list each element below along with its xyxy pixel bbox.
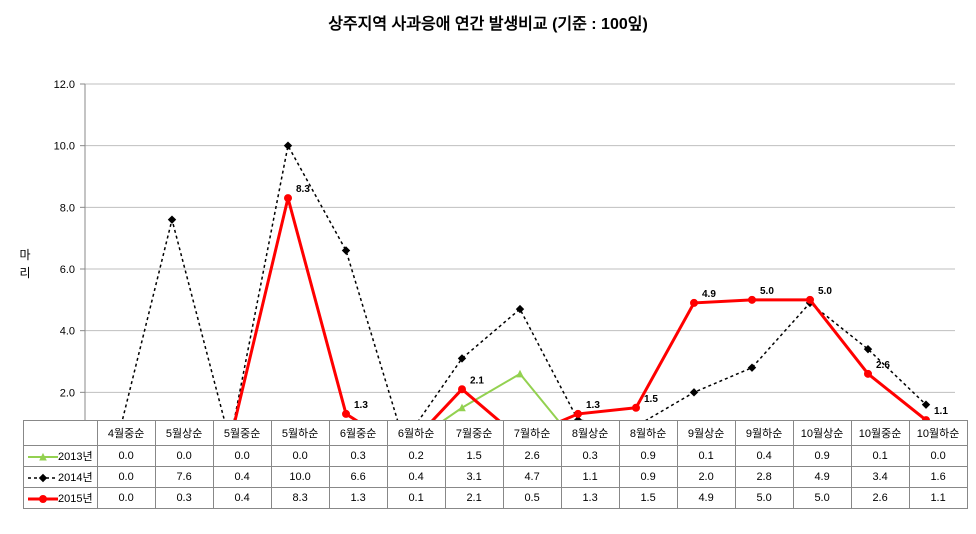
data-cell: 2.1: [445, 488, 503, 509]
data-cell: 0.9: [793, 446, 851, 467]
data-cell: 0.0: [97, 446, 155, 467]
svg-text:8.0: 8.0: [60, 202, 75, 214]
category-header: 6월하순: [387, 421, 445, 446]
chart-data-table: 4월중순5월상순5월중순5월하순6월중순6월하순7월중순7월하순8월상순8월하순…: [23, 420, 968, 509]
category-header: 7월하순: [503, 421, 561, 446]
category-header: 5월하순: [271, 421, 329, 446]
data-cell: 1.5: [619, 488, 677, 509]
data-cell: 0.3: [329, 446, 387, 467]
data-cell: 5.0: [735, 488, 793, 509]
data-cell: 0.3: [561, 446, 619, 467]
series-name-label: 2013년: [58, 451, 93, 463]
data-cell: 5.0: [793, 488, 851, 509]
category-header: 9월상순: [677, 421, 735, 446]
svg-text:1.3: 1.3: [354, 400, 368, 411]
data-cell: 1.1: [561, 467, 619, 488]
data-cell: 0.1: [851, 446, 909, 467]
svg-text:8.3: 8.3: [296, 184, 310, 195]
data-cell: 4.9: [793, 467, 851, 488]
data-cell: 0.9: [619, 467, 677, 488]
data-cell: 0.5: [503, 488, 561, 509]
svg-text:1.1: 1.1: [934, 406, 948, 417]
data-cell: 3.1: [445, 467, 503, 488]
data-cell: 0.4: [735, 446, 793, 467]
data-cell: 0.1: [387, 488, 445, 509]
data-cell: 0.0: [271, 446, 329, 467]
series-name-label: 2015년: [58, 493, 93, 505]
category-header: 7월중순: [445, 421, 503, 446]
data-cell: 0.4: [213, 467, 271, 488]
category-header: 6월중순: [329, 421, 387, 446]
data-cell: 3.4: [851, 467, 909, 488]
data-cell: 0.0: [909, 446, 967, 467]
data-cell: 0.4: [213, 488, 271, 509]
data-cell: 1.6: [909, 467, 967, 488]
series-legend-cell: 2015년: [24, 488, 98, 509]
series-name-label: 2014년: [58, 472, 93, 484]
svg-text:2.6: 2.6: [876, 360, 890, 371]
category-header: 4월중순: [97, 421, 155, 446]
data-cell: 0.0: [97, 467, 155, 488]
data-cell: 0.3: [155, 488, 213, 509]
data-cell: 0.0: [155, 446, 213, 467]
category-header: 10월하순: [909, 421, 967, 446]
data-cell: 0.4: [387, 467, 445, 488]
data-cell: 1.3: [561, 488, 619, 509]
data-cell: 0.2: [387, 446, 445, 467]
data-cell: 1.3: [329, 488, 387, 509]
svg-text:10.0: 10.0: [54, 141, 75, 153]
data-cell: 4.9: [677, 488, 735, 509]
category-header: 8월상순: [561, 421, 619, 446]
series-legend-cell: 2014년: [24, 467, 98, 488]
data-cell: 0.1: [677, 446, 735, 467]
svg-text:6.0: 6.0: [60, 264, 75, 276]
data-cell: 2.0: [677, 467, 735, 488]
data-cell: 0.0: [97, 488, 155, 509]
data-cell: 2.6: [503, 446, 561, 467]
svg-text:4.9: 4.9: [702, 289, 716, 300]
svg-text:2.1: 2.1: [470, 375, 484, 386]
data-cell: 1.5: [445, 446, 503, 467]
data-cell: 8.3: [271, 488, 329, 509]
data-cell: 4.7: [503, 467, 561, 488]
table-corner-cell: [24, 421, 98, 446]
data-cell: 0.0: [213, 446, 271, 467]
svg-text:4.0: 4.0: [60, 326, 75, 338]
category-header: 8월하순: [619, 421, 677, 446]
svg-text:5.0: 5.0: [760, 286, 774, 297]
data-cell: 0.9: [619, 446, 677, 467]
data-cell: 2.8: [735, 467, 793, 488]
svg-text:1.5: 1.5: [644, 394, 658, 405]
data-cell: 2.6: [851, 488, 909, 509]
category-header: 10월중순: [851, 421, 909, 446]
svg-text:12.0: 12.0: [54, 79, 75, 91]
svg-text:2.0: 2.0: [60, 387, 75, 399]
chart-container: 상주지역 사과응애 연간 발생비교 (기준 : 100잎) 0.0 2.0 4.0 6…: [0, 0, 976, 534]
data-cell: 1.1: [909, 488, 967, 509]
svg-text:마: 마: [19, 248, 30, 262]
line-chart: 0.02.04.06.08.010.012.0마리0.00.30.48.31.3…: [0, 34, 976, 459]
category-header: 9월하순: [735, 421, 793, 446]
data-cell: 10.0: [271, 467, 329, 488]
chart-title: 상주지역 사과응애 연간 발생비교 (기준 : 100잎): [0, 0, 976, 34]
category-header: 10월상순: [793, 421, 851, 446]
series-legend-cell: 2013년: [24, 446, 98, 467]
category-header: 5월상순: [155, 421, 213, 446]
svg-text:5.0: 5.0: [818, 286, 832, 297]
svg-text:리: 리: [19, 266, 30, 280]
category-header: 5월중순: [213, 421, 271, 446]
data-cell: 7.6: [155, 467, 213, 488]
data-cell: 6.6: [329, 467, 387, 488]
svg-text:1.3: 1.3: [586, 400, 600, 411]
